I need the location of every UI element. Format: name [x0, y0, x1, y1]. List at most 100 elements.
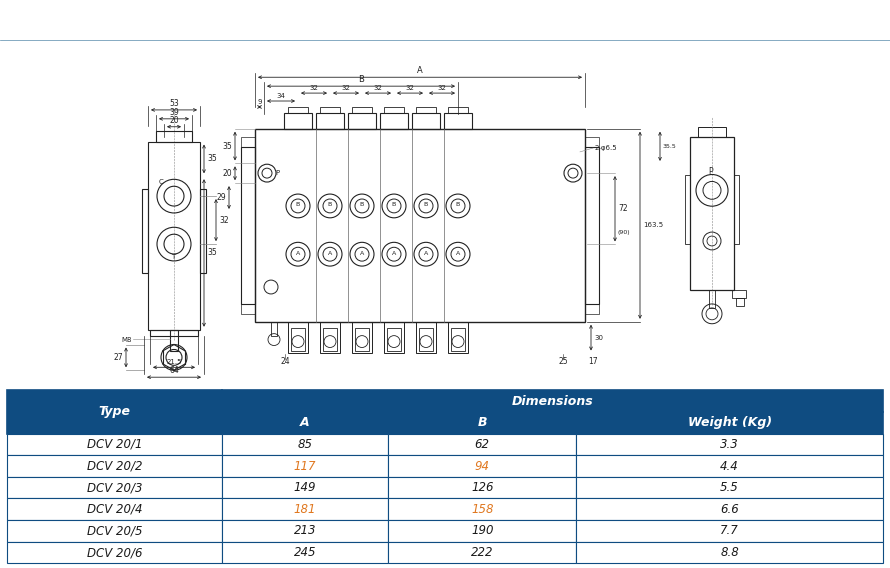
Bar — [222, 455, 388, 477]
Bar — [388, 542, 577, 563]
Bar — [685, 175, 690, 244]
Text: T: T — [171, 254, 175, 260]
Text: C: C — [158, 179, 164, 185]
Bar — [7, 520, 222, 542]
Bar — [585, 147, 599, 304]
Text: 25: 25 — [558, 357, 568, 366]
Text: 53: 53 — [169, 99, 179, 108]
Bar — [384, 321, 404, 353]
Bar — [585, 137, 599, 147]
Bar — [222, 520, 388, 542]
Text: B: B — [456, 202, 460, 207]
Text: 181: 181 — [294, 503, 316, 516]
Text: 27: 27 — [113, 353, 123, 362]
Text: P: P — [275, 170, 279, 176]
Text: 5.5: 5.5 — [720, 481, 739, 494]
Text: 32: 32 — [342, 85, 351, 91]
Text: 2-φ6.5: 2-φ6.5 — [595, 145, 618, 151]
Text: 8.8: 8.8 — [720, 546, 739, 559]
Bar — [156, 131, 192, 141]
Bar — [241, 304, 255, 314]
Bar — [200, 189, 206, 273]
Bar — [577, 433, 883, 455]
Bar — [736, 298, 744, 306]
Bar — [255, 129, 585, 321]
Text: DCV 20/4: DCV 20/4 — [86, 503, 142, 516]
Text: 24: 24 — [280, 357, 290, 366]
Text: Type: Type — [99, 406, 131, 419]
Bar — [388, 520, 577, 542]
Text: 9: 9 — [257, 99, 262, 105]
Text: 21.5: 21.5 — [166, 360, 182, 365]
Text: 20: 20 — [169, 116, 179, 125]
Text: B: B — [424, 202, 428, 207]
Bar — [284, 113, 312, 129]
Text: 72: 72 — [618, 204, 627, 213]
Bar — [355, 328, 369, 352]
Text: A: A — [328, 250, 332, 256]
Bar — [388, 455, 577, 477]
Text: DCV 20/6: DCV 20/6 — [86, 546, 142, 559]
Text: 30: 30 — [594, 335, 603, 341]
Text: 222: 222 — [471, 546, 493, 559]
Bar — [7, 433, 222, 455]
Bar — [388, 433, 577, 455]
Text: 94: 94 — [474, 460, 490, 473]
Bar — [388, 412, 577, 433]
Text: Dimensions: Dimensions — [12, 13, 120, 31]
Text: A: A — [300, 416, 310, 429]
Bar — [709, 290, 715, 308]
Text: 32: 32 — [406, 85, 415, 91]
Text: B: B — [295, 202, 300, 207]
Bar — [577, 520, 883, 542]
Text: 17: 17 — [588, 357, 598, 366]
Bar — [7, 499, 222, 520]
Bar — [222, 499, 388, 520]
Bar — [222, 542, 388, 563]
Bar — [170, 329, 178, 352]
Bar — [7, 477, 222, 499]
Bar — [416, 321, 436, 353]
Text: 190: 190 — [471, 524, 493, 537]
Text: A: A — [417, 66, 423, 76]
Text: A: A — [392, 250, 396, 256]
Bar — [444, 113, 472, 129]
Bar — [732, 290, 746, 298]
Bar — [416, 107, 436, 113]
Text: 62: 62 — [474, 438, 490, 451]
Text: B: B — [392, 202, 396, 207]
Text: 4.4: 4.4 — [720, 460, 739, 473]
Bar — [698, 127, 726, 137]
Bar — [734, 175, 739, 244]
Bar — [388, 477, 577, 499]
Text: A: A — [456, 250, 460, 256]
Text: B: B — [358, 75, 364, 84]
Text: 34: 34 — [277, 93, 286, 99]
Bar — [7, 455, 222, 477]
Text: B: B — [360, 202, 364, 207]
Bar — [577, 542, 883, 563]
Text: Weight (Kg): Weight (Kg) — [688, 416, 772, 429]
Bar — [150, 329, 198, 336]
Text: 117: 117 — [294, 460, 316, 473]
Text: 32: 32 — [219, 216, 229, 224]
Text: 35.5: 35.5 — [663, 144, 676, 149]
Bar — [690, 137, 734, 290]
Bar — [316, 113, 344, 129]
Bar — [222, 390, 883, 412]
Bar — [387, 328, 401, 352]
Bar — [7, 390, 222, 433]
Text: 245: 245 — [294, 546, 316, 559]
Bar — [352, 321, 372, 353]
Text: 35: 35 — [207, 154, 217, 164]
Text: DCV 20/2: DCV 20/2 — [86, 460, 142, 473]
Text: 126: 126 — [471, 481, 493, 494]
Bar — [142, 189, 148, 273]
Text: DCV 20/5: DCV 20/5 — [86, 524, 142, 537]
Bar — [577, 412, 883, 433]
Bar — [241, 147, 255, 304]
Text: A: A — [424, 250, 428, 256]
Text: 29: 29 — [216, 193, 226, 202]
Text: 32: 32 — [310, 85, 319, 91]
Bar — [577, 499, 883, 520]
